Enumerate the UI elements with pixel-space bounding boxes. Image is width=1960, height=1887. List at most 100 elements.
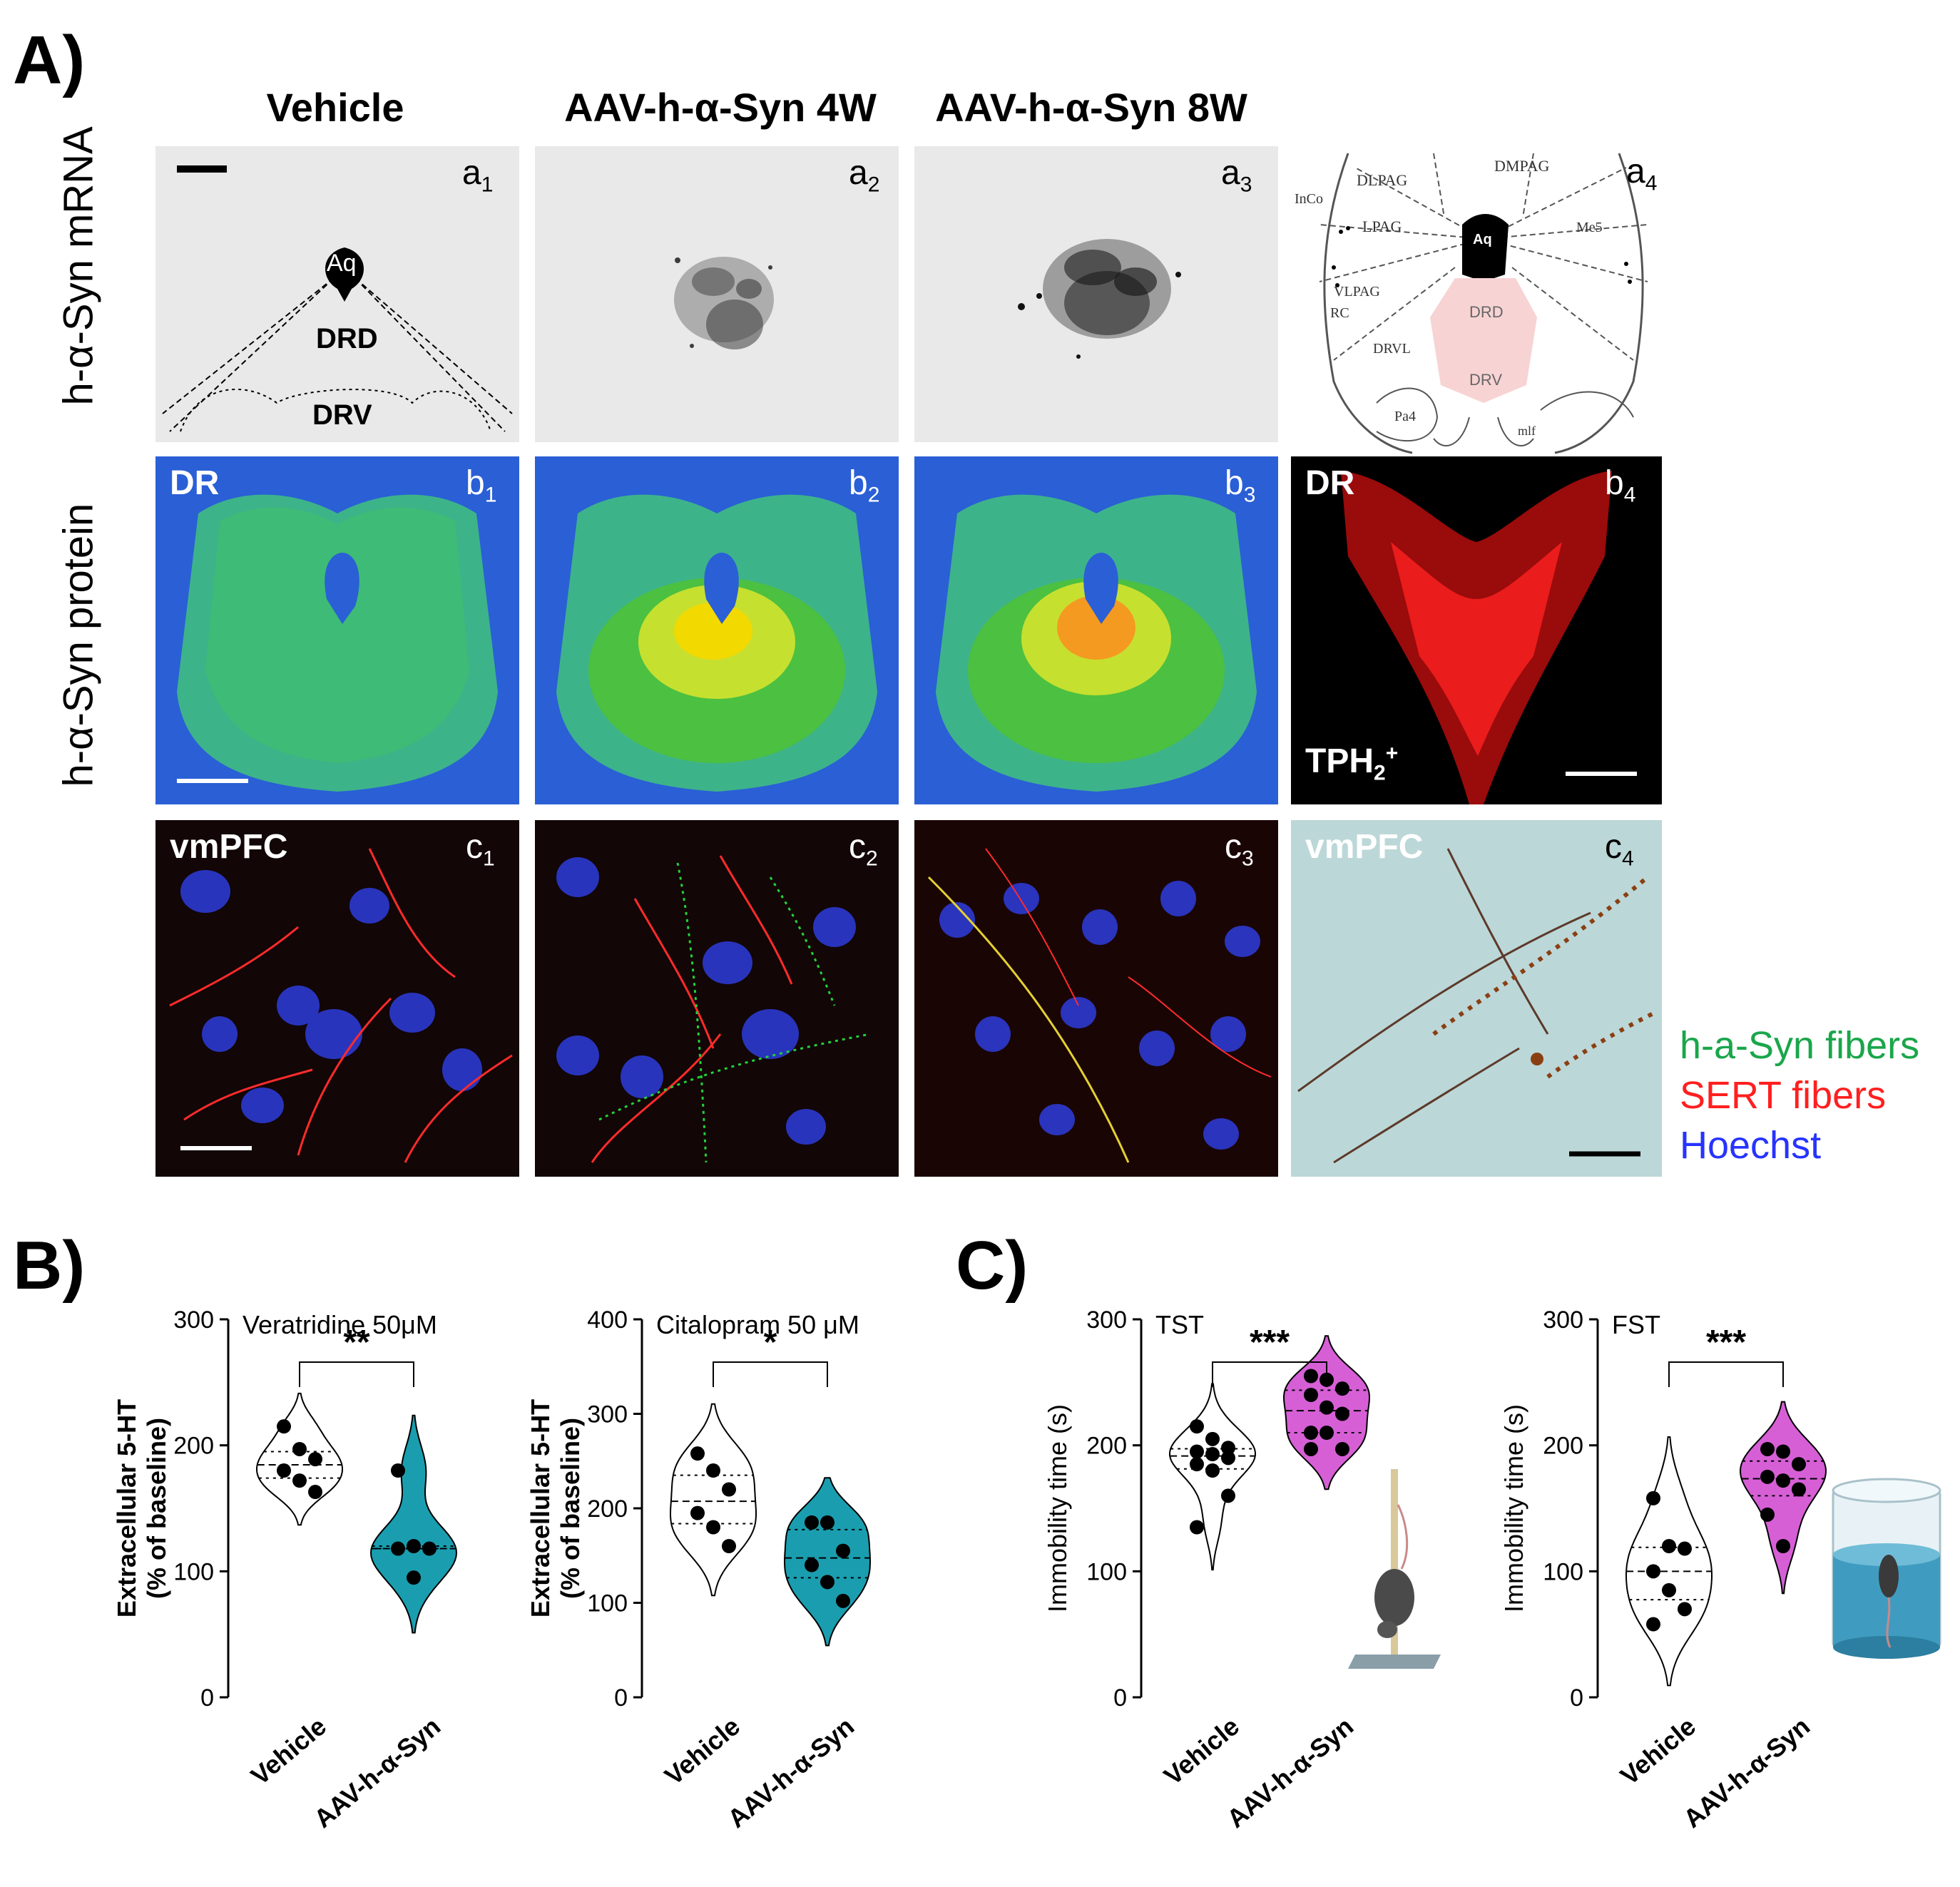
data-point bbox=[1320, 1426, 1334, 1440]
significance-label: * bbox=[764, 1324, 777, 1361]
data-point bbox=[1335, 1406, 1349, 1421]
x-category-label: Vehicle bbox=[1158, 1712, 1245, 1791]
data-point bbox=[1221, 1441, 1235, 1456]
y-axis-label: Immobility time (s) bbox=[1043, 1404, 1072, 1612]
atlas-label-aq: Aq bbox=[1473, 232, 1492, 247]
data-point bbox=[391, 1463, 405, 1478]
data-point bbox=[1662, 1582, 1676, 1597]
image-a3-mrna-8w: a3 bbox=[914, 146, 1278, 442]
data-point bbox=[706, 1520, 720, 1535]
atlas-label-drvl: DRVL bbox=[1373, 341, 1411, 357]
significance-label: *** bbox=[1250, 1324, 1290, 1361]
sublabel-a2: a2 bbox=[849, 154, 880, 197]
data-point bbox=[1776, 1473, 1790, 1488]
c2-fibers bbox=[556, 855, 871, 1163]
fst-cylinder-illustration bbox=[1832, 1478, 1941, 1659]
c1-fibers bbox=[169, 848, 513, 1163]
violin-vehicle bbox=[1625, 1436, 1713, 1687]
sublabel-b3: b3 bbox=[1225, 464, 1256, 507]
data-point bbox=[1320, 1400, 1334, 1415]
chart-title: Veratridine 50μM bbox=[243, 1310, 437, 1339]
data-point bbox=[836, 1593, 850, 1608]
data-point bbox=[292, 1473, 307, 1488]
tag-vmpfc-c1: vmPFC bbox=[170, 828, 288, 866]
image-a1-mrna-vehicle: Aq DRD DRV a1 bbox=[155, 146, 519, 442]
b3-section bbox=[936, 494, 1257, 792]
data-point bbox=[1760, 1441, 1775, 1456]
data-point bbox=[805, 1515, 819, 1530]
aq-shape bbox=[325, 247, 364, 302]
tst-mouse-illustration bbox=[1348, 1469, 1441, 1669]
data-point bbox=[1304, 1369, 1318, 1384]
tag-dr-b4: DR bbox=[1305, 464, 1355, 502]
significance-bracket bbox=[1212, 1361, 1327, 1387]
chart-title: TST bbox=[1155, 1310, 1204, 1339]
y-tick-label: 0 bbox=[1113, 1684, 1127, 1712]
data-point bbox=[1304, 1388, 1318, 1402]
atlas-label-vlpag: VLPAG bbox=[1334, 284, 1380, 300]
chart-veratridine: 0 100 200 300 Extracellular 5-HT (% of baseli… bbox=[112, 1306, 458, 1834]
tag-dr-b1: DR bbox=[170, 464, 220, 502]
y-tick-label: 100 bbox=[1086, 1558, 1127, 1585]
y-axis-label: (% of baseline) bbox=[556, 1418, 585, 1599]
data-point bbox=[407, 1570, 421, 1585]
significance-bracket bbox=[713, 1361, 828, 1387]
a3-signal bbox=[1018, 239, 1181, 359]
image-a4-atlas: DMPAG DLPAG InCo LPAG Aq Me5 VLPAG RC DR… bbox=[1291, 146, 1676, 456]
legend-item-hasyn: h-a-Syn fibers bbox=[1680, 1024, 1920, 1067]
data-point bbox=[1304, 1426, 1318, 1440]
sublabel-b4: b4 bbox=[1605, 464, 1636, 507]
y-tick-label: 400 bbox=[587, 1306, 628, 1334]
data-point bbox=[1335, 1381, 1349, 1396]
sublabel-c4: c4 bbox=[1605, 828, 1634, 871]
image-b4-tph2: DR TPH2+ b4 bbox=[1291, 456, 1662, 804]
panel-letter-c: C) bbox=[956, 1227, 1029, 1304]
y-tick-label: 0 bbox=[614, 1684, 628, 1712]
data-point bbox=[1646, 1617, 1660, 1632]
image-b2-protein-4w: b2 bbox=[535, 456, 899, 804]
x-category-label: AAV-h-α-Syn bbox=[308, 1712, 446, 1834]
data-point bbox=[1190, 1457, 1204, 1472]
data-point bbox=[391, 1541, 405, 1556]
data-point bbox=[1221, 1488, 1235, 1503]
sublabel-b2: b2 bbox=[849, 464, 880, 507]
image-c2-vmpfc-4w: c2 bbox=[535, 820, 899, 1177]
data-point bbox=[1205, 1447, 1220, 1462]
sublabel-c1: c1 bbox=[466, 828, 495, 871]
x-category-label: AAV-h-α-Syn bbox=[1221, 1712, 1359, 1834]
image-c1-vmpfc-vehicle: vmPFC c1 bbox=[155, 820, 519, 1177]
panel-letter-a: A) bbox=[13, 22, 86, 98]
y-tick-label: 200 bbox=[1086, 1433, 1127, 1460]
data-point bbox=[1776, 1444, 1790, 1459]
data-point bbox=[308, 1485, 322, 1500]
row-label-protein: h-α-Syn protein bbox=[55, 503, 102, 787]
sublabel-a3: a3 bbox=[1221, 154, 1252, 197]
legend-item-sert: SERT fibers bbox=[1680, 1074, 1887, 1117]
column-title-4w: AAV-h-α-Syn 4W bbox=[564, 85, 877, 130]
y-tick-label: 0 bbox=[200, 1684, 214, 1712]
data-point bbox=[706, 1463, 720, 1478]
data-point bbox=[1646, 1564, 1660, 1579]
y-tick-label: 200 bbox=[1543, 1433, 1583, 1460]
atlas-label-mlf: mlf bbox=[1518, 424, 1536, 438]
b4-tph2-signal bbox=[1341, 471, 1637, 804]
atlas-label-lpag: LPAG bbox=[1362, 218, 1402, 235]
sublabel-a1: a1 bbox=[462, 154, 494, 197]
x-category-label: Vehicle bbox=[245, 1712, 332, 1791]
y-tick-label: 100 bbox=[173, 1558, 214, 1585]
data-point bbox=[422, 1541, 437, 1556]
y-axis-label: Extracellular 5-HT bbox=[112, 1399, 141, 1617]
violin-vehicle bbox=[670, 1403, 757, 1597]
x-category-label: AAV-h-α-Syn bbox=[722, 1712, 859, 1834]
data-point bbox=[1646, 1490, 1660, 1505]
sublabel-a4: a4 bbox=[1626, 153, 1658, 195]
x-category-label: Vehicle bbox=[659, 1712, 745, 1791]
data-point bbox=[1760, 1507, 1775, 1522]
data-point bbox=[1335, 1441, 1349, 1456]
data-point bbox=[1760, 1469, 1775, 1484]
tag-drd: DRD bbox=[316, 323, 378, 354]
data-point bbox=[1792, 1482, 1806, 1497]
y-axis-label: Immobility time (s) bbox=[1499, 1404, 1528, 1612]
data-point bbox=[407, 1539, 421, 1553]
x-category-label: Vehicle bbox=[1615, 1712, 1701, 1791]
